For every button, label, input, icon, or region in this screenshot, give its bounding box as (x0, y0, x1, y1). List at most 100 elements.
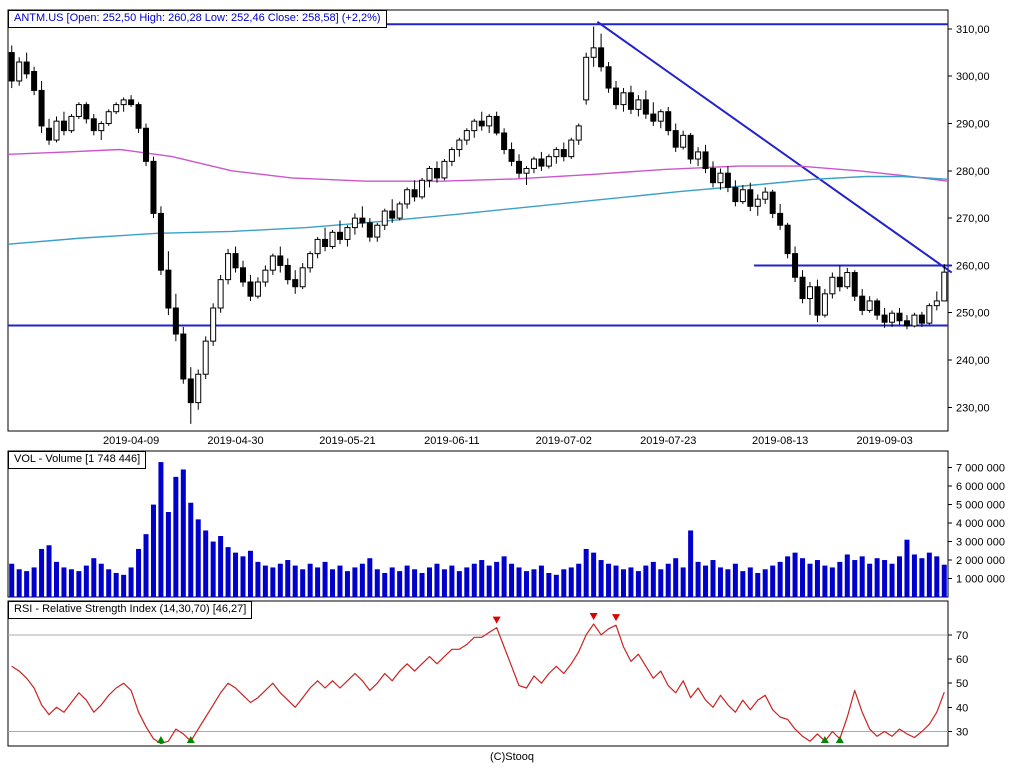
candle (911, 312, 918, 328)
candle-body (680, 134, 687, 148)
candle (642, 90, 649, 119)
volume-bar (620, 569, 626, 597)
candle (851, 270, 858, 301)
y-axis-label: 5 000 000 (956, 500, 1005, 512)
candle (717, 168, 724, 190)
candle (583, 52, 590, 105)
candle (254, 277, 261, 299)
candle (874, 298, 881, 320)
candle-body (560, 149, 567, 158)
candle-body (613, 87, 620, 106)
candle-body (31, 70, 38, 91)
candle-body (120, 99, 127, 106)
rsi-panel-border (7, 600, 949, 747)
volume-bar (188, 502, 194, 597)
candle-body (426, 167, 433, 181)
y-axis-label: 40 (956, 702, 968, 714)
candle-body (83, 104, 90, 120)
candle-body (933, 300, 940, 307)
candle (351, 213, 358, 235)
candle-body (396, 203, 403, 219)
candle (545, 154, 552, 169)
candle (680, 130, 687, 150)
candle-body (836, 276, 843, 288)
volume-panel-title: VOL - Volume [1 748 446] (8, 451, 147, 469)
candle-body (821, 293, 828, 316)
volume-bar (53, 561, 59, 597)
candle (754, 194, 761, 216)
volume-bar (121, 574, 127, 597)
candle-body (896, 312, 903, 322)
candle (105, 109, 112, 126)
volume-bar (897, 556, 903, 597)
volume-bar (583, 548, 589, 597)
candle (284, 258, 291, 285)
volume-bar (456, 571, 462, 597)
candle (620, 88, 627, 112)
volume-bar (315, 567, 321, 597)
candle-body (404, 189, 411, 205)
volume-bar (792, 552, 798, 597)
candle (456, 137, 463, 157)
candle-body (903, 320, 910, 327)
candle-body (46, 127, 53, 141)
volume-bar (307, 563, 313, 597)
candle (881, 308, 888, 328)
volume-bar (591, 552, 597, 597)
volume-bar (941, 564, 947, 597)
candle-body (941, 271, 948, 302)
volume-bar (665, 563, 671, 597)
candle-body (911, 314, 918, 327)
candle-body (881, 314, 888, 323)
candle-body (545, 156, 552, 167)
volume-bar (904, 539, 910, 597)
candle-body (240, 267, 246, 283)
candle (113, 102, 120, 115)
overbought-marker (492, 616, 501, 624)
candle (195, 369, 202, 410)
volume-bar (673, 558, 679, 597)
candle-body (456, 139, 463, 151)
candle-body (38, 89, 45, 127)
candle-body (448, 149, 455, 162)
volume-bar (203, 530, 209, 597)
candle (687, 132, 694, 164)
candle (463, 128, 470, 145)
y-axis-label: 60 (956, 654, 968, 666)
volume-bar (598, 560, 604, 597)
rsi-line (11, 623, 945, 745)
candle (598, 33, 605, 72)
volume-bar (337, 565, 343, 597)
candle-body (493, 115, 500, 134)
candle-body (292, 279, 299, 288)
volume-bar (934, 556, 940, 597)
candle (98, 121, 105, 141)
candle (665, 106, 672, 136)
candle-body (195, 373, 202, 404)
candle (724, 166, 731, 193)
candle (732, 180, 739, 207)
volume-bar (658, 569, 664, 597)
volume-bar (24, 571, 30, 597)
candle (83, 102, 90, 124)
volume-bar (31, 567, 37, 597)
volume-bar (471, 563, 477, 597)
candle (396, 201, 403, 221)
candle (769, 189, 776, 219)
volume-bar (919, 558, 925, 597)
candle-body (523, 167, 530, 174)
candle (240, 260, 246, 287)
volume-bar (725, 569, 731, 597)
candle-body (172, 307, 179, 335)
volume-bar (464, 567, 470, 597)
copyright-stooq: (C)Stooq (489, 751, 535, 763)
y-axis-label: 7 000 000 (956, 463, 1005, 475)
candle (903, 315, 910, 330)
x-axis-label: 2019-05-21 (319, 435, 375, 447)
x-axis-label: 2019-04-30 (207, 435, 263, 447)
oversold-marker (835, 736, 844, 743)
candle-body (210, 307, 217, 342)
candle-body (60, 120, 67, 132)
